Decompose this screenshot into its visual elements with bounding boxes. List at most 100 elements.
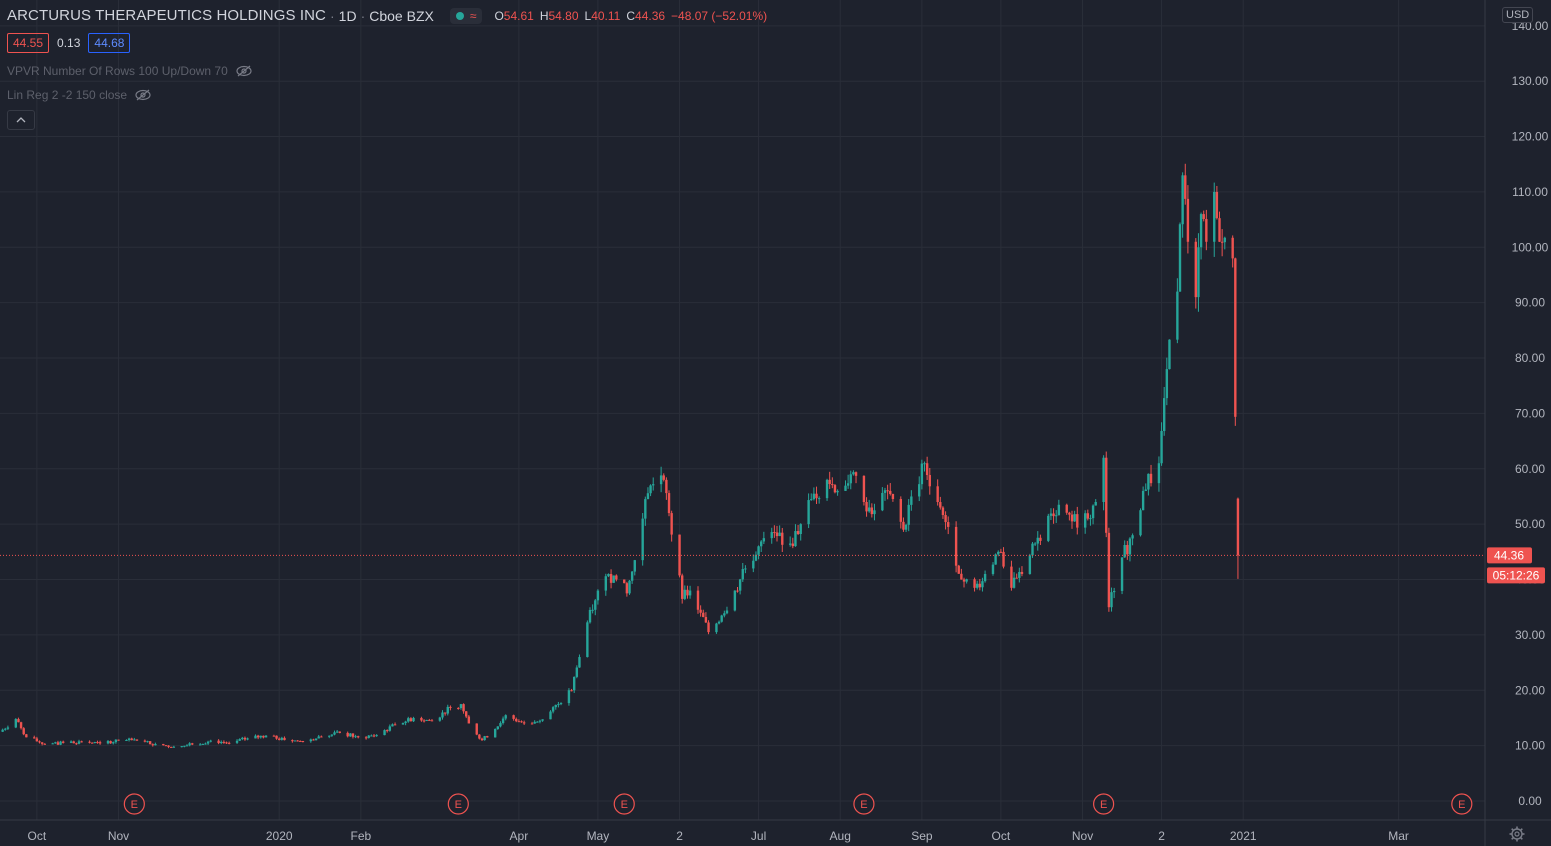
candle: [1068, 511, 1071, 521]
candle: [572, 676, 576, 693]
candle-body: [354, 736, 357, 738]
candle: [707, 620, 710, 635]
candle-body: [1231, 237, 1234, 259]
candle-body: [770, 532, 773, 539]
candle-body: [744, 568, 747, 570]
candle-body: [1160, 431, 1163, 464]
eye-crossed-icon[interactable]: [236, 65, 252, 77]
candle: [409, 717, 413, 722]
eye-crossed-icon[interactable]: [135, 89, 151, 101]
candle: [702, 609, 705, 618]
market-status[interactable]: ≈: [449, 7, 483, 24]
candle: [889, 483, 892, 496]
candle: [43, 743, 46, 745]
candle-body: [607, 573, 610, 577]
candle: [112, 741, 115, 745]
bid-ask-row: 44.55 0.13 44.68: [7, 33, 131, 53]
candle: [659, 466, 663, 493]
candle-body: [512, 715, 515, 719]
x-tick-label: Nov: [1072, 829, 1093, 843]
open-label: O: [494, 8, 504, 23]
candle: [75, 742, 78, 745]
candle: [815, 486, 818, 505]
candle: [1020, 566, 1024, 577]
candle-body: [1194, 241, 1198, 298]
candle-body: [686, 589, 689, 596]
y-tick-label: 90.00: [1515, 296, 1545, 310]
gear-icon[interactable]: [1509, 826, 1525, 842]
collapse-legend-button[interactable]: [7, 110, 35, 130]
candle: [241, 736, 244, 741]
candle: [723, 610, 726, 618]
candle: [883, 487, 887, 501]
candle-body: [699, 609, 702, 613]
interval-label[interactable]: 1D: [338, 7, 357, 24]
indicator-linreg[interactable]: Lin Reg 2 -2 150 close: [7, 88, 151, 102]
candle: [715, 622, 718, 634]
indicator-vpvr[interactable]: VPVR Number Of Rows 100 Up/Down 70: [7, 64, 252, 78]
candle-body: [109, 741, 112, 744]
candle: [844, 480, 847, 491]
y-tick-label: 60.00: [1515, 462, 1545, 476]
earnings-circle: [1093, 793, 1115, 815]
candle: [775, 525, 779, 542]
earnings-marker[interactable]: E: [1093, 793, 1115, 815]
candle: [559, 702, 563, 706]
x-tick-label: Aug: [830, 829, 851, 843]
earnings-circle: [123, 793, 145, 815]
candle-body: [185, 745, 189, 747]
earnings-marker[interactable]: E: [853, 793, 875, 815]
change-value: −48.07 (−52.01%): [671, 8, 768, 23]
candle-body: [17, 719, 20, 723]
bid-button[interactable]: 44.55: [7, 33, 50, 53]
candle-body: [957, 565, 960, 574]
candle-body: [662, 475, 665, 480]
candle-body: [183, 745, 186, 747]
candle-body: [1110, 592, 1113, 608]
candle-body: [467, 716, 471, 724]
candle: [180, 745, 183, 748]
candle-body: [162, 743, 165, 746]
candle-body: [941, 507, 945, 516]
candle: [198, 743, 202, 746]
earnings-label: E: [1100, 799, 1107, 811]
candle-body: [320, 736, 323, 738]
candle-body: [130, 738, 133, 741]
candle-body: [154, 743, 157, 746]
symbol-title[interactable]: ARCTURUS THERAPEUTICS HOLDINGS INC: [7, 7, 326, 24]
candle-body: [975, 583, 979, 588]
candle: [833, 483, 837, 494]
candle: [1055, 510, 1058, 523]
candle-body: [918, 484, 921, 497]
candle-body: [4, 728, 7, 730]
candle-body: [504, 715, 507, 719]
candle: [975, 580, 979, 590]
candle: [991, 562, 995, 576]
candle-body: [40, 742, 44, 744]
candle-body: [904, 524, 908, 530]
candle: [1184, 163, 1187, 205]
candle-body: [235, 740, 239, 743]
candle-body: [372, 735, 376, 737]
candle: [1131, 533, 1134, 546]
earnings-marker[interactable]: E: [1451, 793, 1473, 815]
y-axis[interactable]: 140.00130.00120.00110.00100.0090.0080.00…: [1484, 0, 1549, 846]
candle-body: [630, 571, 634, 581]
earnings-marker[interactable]: E: [447, 793, 469, 815]
earnings-marker[interactable]: E: [613, 793, 635, 815]
candle-body: [899, 499, 903, 522]
earnings-marker[interactable]: E: [123, 793, 145, 815]
candle: [425, 719, 428, 722]
ask-button[interactable]: 44.68: [88, 33, 131, 53]
candle: [567, 688, 571, 706]
x-axis[interactable]: Oct Nov 2020 Feb Apr May 2 Jul Aug Sep Oct Nov 2 2021…: [0, 819, 1551, 843]
candle-body: [335, 731, 339, 733]
candle: [1126, 540, 1129, 560]
candle: [541, 719, 544, 722]
candle-body: [501, 718, 505, 724]
candle: [62, 740, 65, 744]
currency-badge[interactable]: USD: [1502, 7, 1534, 23]
candle-body: [188, 743, 191, 746]
earnings-label: E: [131, 799, 138, 811]
